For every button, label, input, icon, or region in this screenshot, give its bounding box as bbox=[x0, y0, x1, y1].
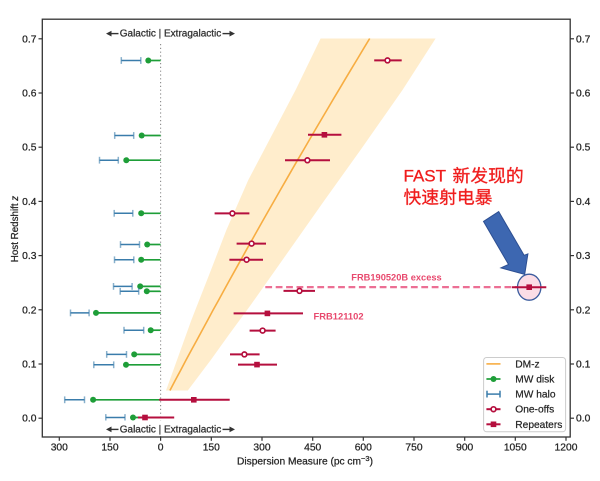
svg-text:MW disk: MW disk bbox=[515, 375, 555, 386]
svg-text:FAST: FAST bbox=[404, 167, 447, 186]
svg-text:300: 300 bbox=[51, 442, 68, 453]
svg-text:Galactic | Extragalactic: Galactic | Extragalactic bbox=[120, 29, 222, 40]
svg-text:0.0: 0.0 bbox=[576, 414, 591, 425]
svg-text:0.3: 0.3 bbox=[576, 251, 591, 262]
svg-text:0.5: 0.5 bbox=[22, 143, 37, 154]
svg-text:900: 900 bbox=[456, 442, 473, 453]
svg-text:DM-z: DM-z bbox=[515, 359, 539, 370]
svg-text:150: 150 bbox=[101, 442, 118, 453]
svg-text:MW halo: MW halo bbox=[515, 390, 556, 401]
svg-text:0: 0 bbox=[158, 442, 164, 453]
svg-text:0.7: 0.7 bbox=[22, 34, 37, 45]
svg-text:150: 150 bbox=[203, 442, 220, 453]
svg-text:600: 600 bbox=[355, 442, 372, 453]
svg-text:0.7: 0.7 bbox=[576, 34, 591, 45]
svg-text:Galactic | Extragalactic: Galactic | Extragalactic bbox=[120, 425, 222, 436]
svg-text:300: 300 bbox=[253, 442, 270, 453]
svg-text:0.6: 0.6 bbox=[576, 89, 591, 100]
svg-text:One-offs: One-offs bbox=[515, 405, 554, 416]
svg-text:1200: 1200 bbox=[555, 442, 578, 453]
svg-text:FRB190520B excess: FRB190520B excess bbox=[351, 273, 441, 283]
svg-text:450: 450 bbox=[304, 442, 321, 453]
svg-text:0.4: 0.4 bbox=[22, 197, 37, 208]
svg-text:0.1: 0.1 bbox=[576, 360, 591, 371]
svg-text:FRB121102: FRB121102 bbox=[314, 310, 364, 321]
svg-text:Host Redshift z: Host Redshift z bbox=[10, 196, 21, 263]
svg-text:0.5: 0.5 bbox=[576, 143, 591, 154]
svg-text:Dispersion Measure (pc cm−3): Dispersion Measure (pc cm−3) bbox=[237, 454, 373, 468]
svg-text:0.2: 0.2 bbox=[576, 305, 591, 316]
svg-text:750: 750 bbox=[405, 442, 422, 453]
svg-text:0.1: 0.1 bbox=[22, 360, 37, 371]
svg-text:0.4: 0.4 bbox=[576, 197, 591, 208]
svg-text:0.6: 0.6 bbox=[22, 89, 37, 100]
svg-text:0.3: 0.3 bbox=[22, 251, 37, 262]
svg-text:Repeaters: Repeaters bbox=[515, 420, 562, 431]
svg-text:1050: 1050 bbox=[504, 442, 527, 453]
svg-text:0.2: 0.2 bbox=[22, 305, 37, 316]
svg-text:0.0: 0.0 bbox=[22, 414, 37, 425]
